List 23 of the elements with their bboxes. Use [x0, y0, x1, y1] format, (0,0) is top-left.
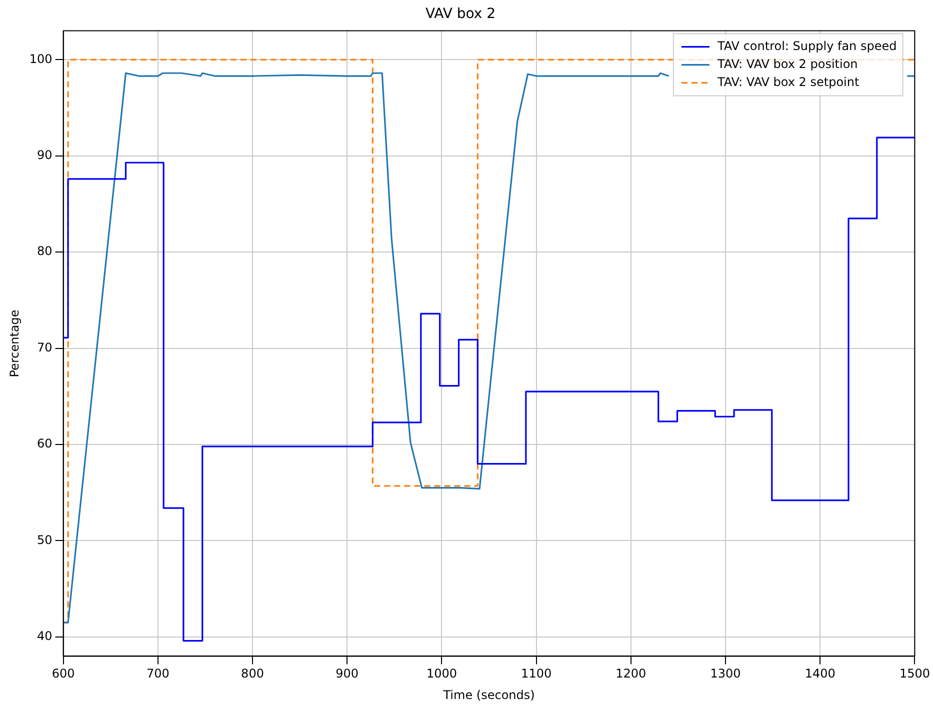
y-tick-label: 100 [29, 52, 52, 66]
x-tick-label: 1400 [804, 666, 836, 681]
chart-title: VAV box 2 [425, 6, 496, 22]
x-tick-label: 1100 [521, 666, 552, 681]
legend-label: TAV: VAV box 2 position [716, 56, 858, 71]
y-tick-label: 70 [37, 340, 52, 354]
y-tick-label: 50 [37, 532, 52, 547]
x-axis-title: Time (seconds) [442, 688, 535, 702]
x-tick-label: 1000 [426, 666, 457, 681]
x-tick-label: 800 [241, 666, 264, 681]
y-axis-title: Percentage [7, 310, 22, 378]
x-tick-label: 1200 [616, 666, 646, 681]
x-tick-label: 600 [52, 666, 75, 681]
legend-label: TAV control: Supply fan speed [716, 38, 897, 53]
y-tick-label: 40 [37, 629, 52, 644]
y-tick-label: 80 [37, 244, 52, 258]
x-tick-label: 900 [336, 666, 359, 681]
x-tick-label: 1300 [710, 666, 741, 681]
x-tick-label: 700 [146, 666, 170, 681]
y-tick-label: 90 [37, 148, 52, 162]
y-tick-label: 60 [37, 436, 52, 451]
x-tick-label: 1500 [899, 666, 930, 681]
legend-label: TAV: VAV box 2 setpoint [716, 74, 860, 89]
